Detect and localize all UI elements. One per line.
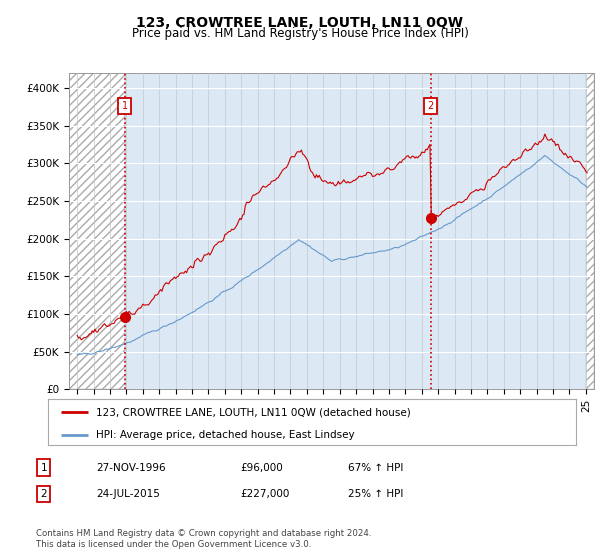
Text: 123, CROWTREE LANE, LOUTH, LN11 0QW: 123, CROWTREE LANE, LOUTH, LN11 0QW <box>137 16 464 30</box>
Bar <box>69 73 125 389</box>
Text: HPI: Average price, detached house, East Lindsey: HPI: Average price, detached house, East… <box>95 430 354 440</box>
Text: 2: 2 <box>40 489 47 499</box>
Text: Price paid vs. HM Land Registry's House Price Index (HPI): Price paid vs. HM Land Registry's House … <box>131 27 469 40</box>
Text: 67% ↑ HPI: 67% ↑ HPI <box>348 463 403 473</box>
Text: £96,000: £96,000 <box>240 463 283 473</box>
Text: 25% ↑ HPI: 25% ↑ HPI <box>348 489 403 499</box>
Text: 24-JUL-2015: 24-JUL-2015 <box>96 489 160 499</box>
Text: 1: 1 <box>122 101 128 111</box>
Bar <box>586 73 594 389</box>
Text: 123, CROWTREE LANE, LOUTH, LN11 0QW (detached house): 123, CROWTREE LANE, LOUTH, LN11 0QW (det… <box>95 407 410 417</box>
Text: 27-NOV-1996: 27-NOV-1996 <box>96 463 166 473</box>
Text: Contains HM Land Registry data © Crown copyright and database right 2024.
This d: Contains HM Land Registry data © Crown c… <box>36 529 371 549</box>
Text: £227,000: £227,000 <box>240 489 289 499</box>
Text: 2: 2 <box>428 101 434 111</box>
Text: 1: 1 <box>40 463 47 473</box>
